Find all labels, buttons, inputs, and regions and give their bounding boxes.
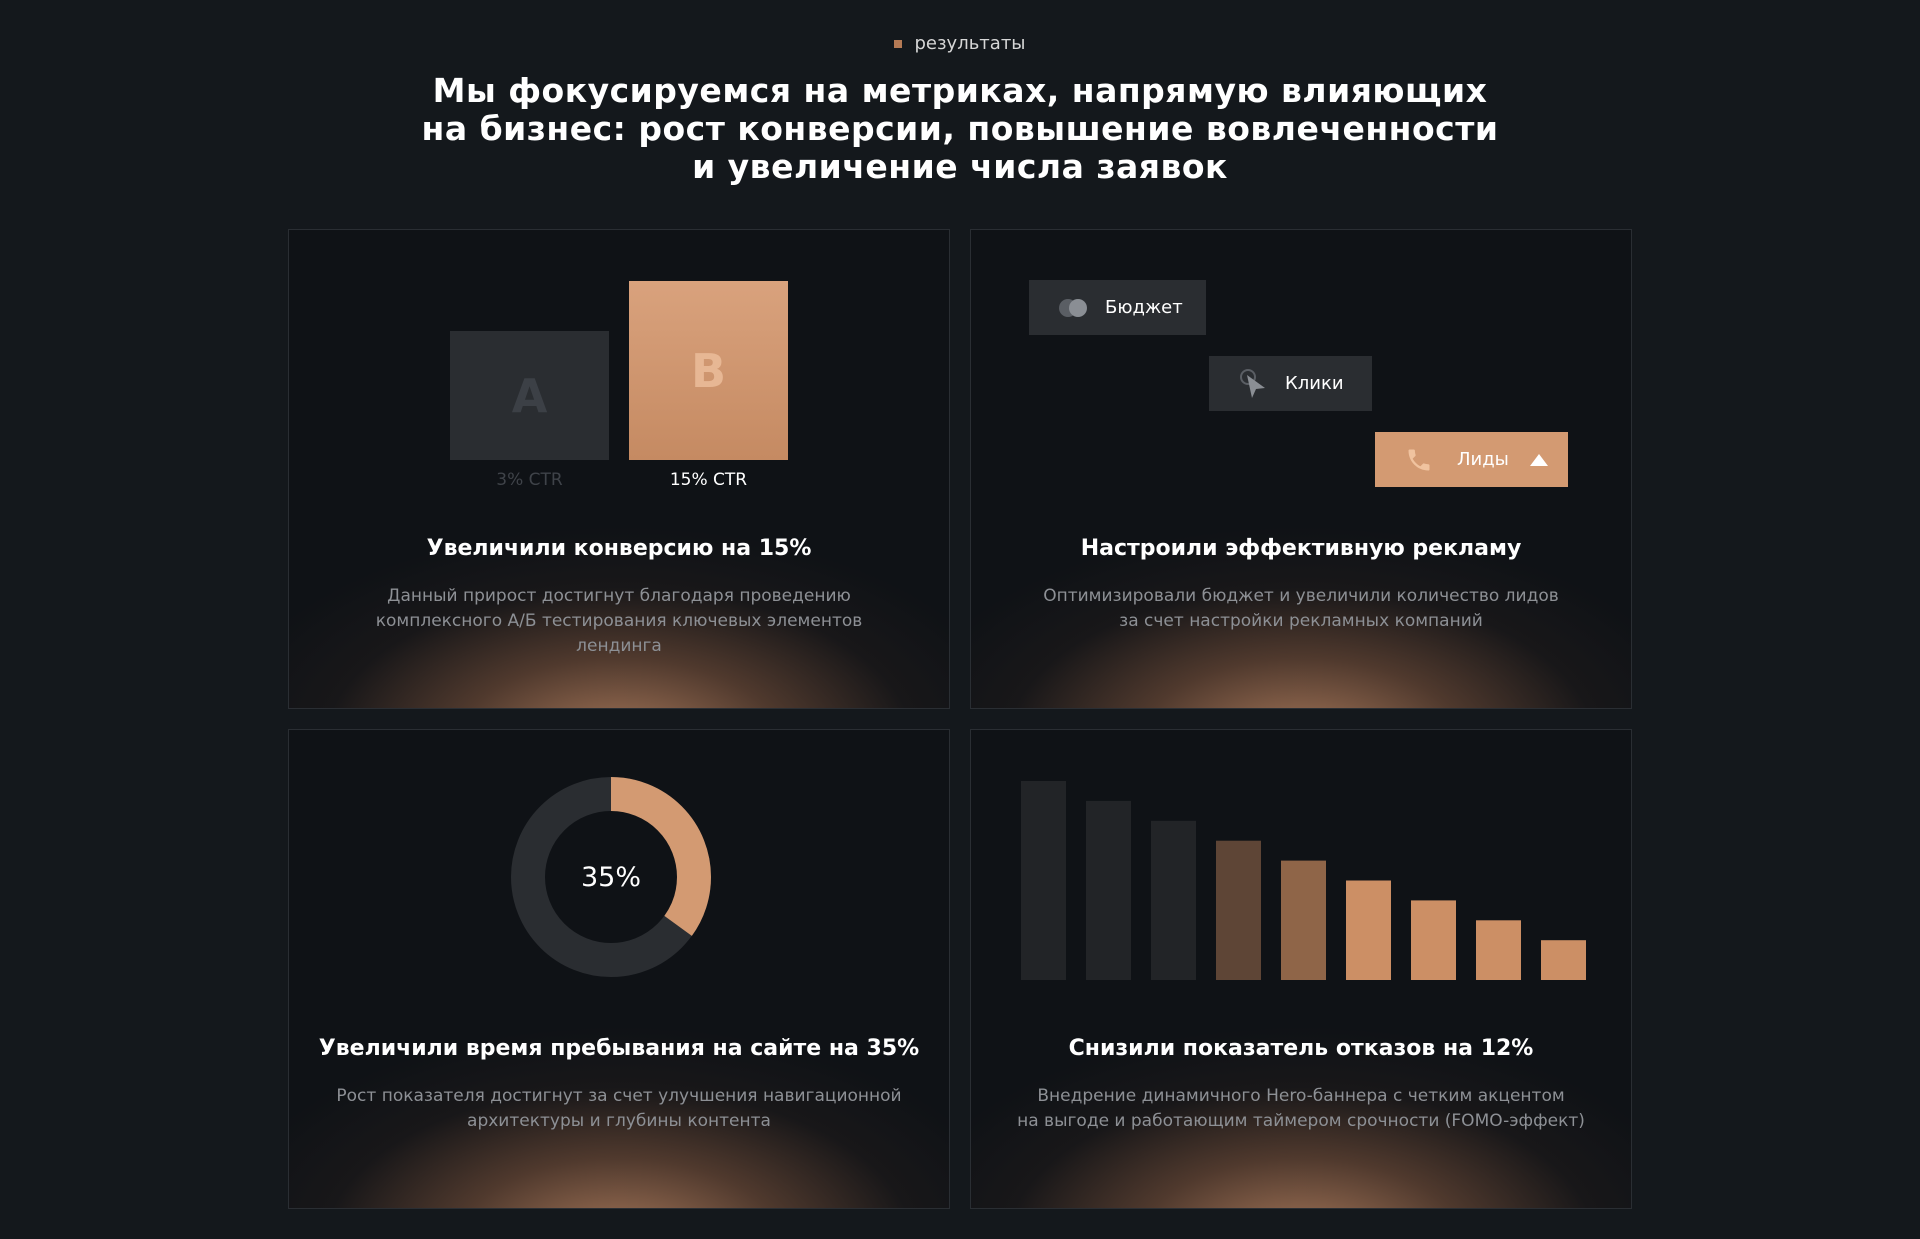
phone-icon <box>1405 446 1433 474</box>
bounce-bar <box>1216 840 1261 980</box>
card-description-line: на выгоде и работающим таймером срочност… <box>1017 1111 1585 1131</box>
result-card-conversion: A B 3% CTR 15% CTR Увеличили конверсию н… <box>288 229 950 709</box>
card-description-line: за счет настройки рекламных компаний <box>1119 611 1483 631</box>
section-headline: Мы фокусируемся на метриках, напрямую вл… <box>300 72 1620 186</box>
section-tag: результаты <box>0 33 1920 54</box>
card-description-line: Оптимизировали бюджет и увеличили количе… <box>1043 586 1559 606</box>
bounce-bar <box>1346 880 1391 980</box>
variant-a-ctr-label: 3% CTR <box>496 470 563 490</box>
result-card-time-on-site: 35% Увеличили время пребывания на сайте … <box>288 729 950 1209</box>
bounce-bar <box>1021 781 1066 980</box>
headline-line: на бизнес: рост конверсии, повышение вов… <box>421 109 1499 148</box>
funnel-step-clicks: Клики <box>1209 356 1372 411</box>
bounce-bar <box>1151 820 1196 980</box>
funnel-step-label: Клики <box>1285 373 1344 394</box>
donut-value-label: 35% <box>580 861 641 893</box>
bounce-bar <box>1281 860 1326 980</box>
card-description-line: Данный прирост достигнут благодаря прове… <box>387 586 851 606</box>
cursor-icon <box>1239 368 1269 400</box>
arrow-up-icon <box>1529 453 1549 467</box>
card-description-line: архитектуры и глубины контента <box>467 1111 771 1131</box>
card-description: Оптимизировали бюджет и увеличили количе… <box>1043 584 1559 634</box>
donut-chart <box>511 777 711 977</box>
bounce-bar <box>1411 900 1456 980</box>
section-tag-label: результаты <box>914 33 1026 54</box>
variant-b-letter: B <box>690 343 727 398</box>
funnel-step-label: Бюджет <box>1105 297 1183 318</box>
card-title: Увеличили конверсию на 15% <box>426 536 812 561</box>
card-title: Снизили показатель отказов на 12% <box>1068 1036 1534 1061</box>
bounce-bar <box>1086 800 1131 980</box>
result-card-bounce-rate: Снизили показатель отказов на 12% Внедре… <box>970 729 1632 1209</box>
tag-marker-icon <box>894 39 903 48</box>
card-title: Настроили эффективную рекламу <box>1080 536 1522 561</box>
card-description-line: Рост показателя достигнут за счет улучше… <box>336 1086 902 1106</box>
variant-a-letter: A <box>511 368 548 423</box>
card-description: Данный прирост достигнут благодаря прове… <box>376 584 863 659</box>
card-description-line: лендинга <box>576 636 662 656</box>
card-description: Внедрение динамичного Hero-баннера с чет… <box>1017 1084 1585 1134</box>
result-card-ads: Бюджет Клики Лиды Настроили эффективную … <box>970 229 1632 709</box>
card-title: Увеличили время пребывания на сайте на 3… <box>318 1036 920 1061</box>
card-description-line: комплексного А/Б тестирования ключевых э… <box>375 611 863 631</box>
bounce-bar <box>1476 920 1521 980</box>
variant-b-block: B <box>629 281 788 460</box>
variant-b-ctr-label: 15% CTR <box>669 470 748 490</box>
card-description: Рост показателя достигнут за счет улучше… <box>336 1084 901 1134</box>
variant-a-block: A <box>450 331 609 460</box>
funnel-step-label: Лиды <box>1457 449 1509 470</box>
funnel-step-leads: Лиды <box>1375 432 1568 487</box>
coins-icon <box>1057 297 1091 319</box>
donut-progress-arc <box>511 777 711 977</box>
bounce-bar <box>1541 940 1586 980</box>
funnel-step-budget: Бюджет <box>1029 280 1206 335</box>
headline-line: Мы фокусируемся на метриках, напрямую вл… <box>432 71 1488 110</box>
card-description-line: Внедрение динамичного Hero-баннера с чет… <box>1037 1086 1565 1106</box>
headline-line: и увеличение числа заявок <box>692 147 1228 186</box>
bounce-bars-chart <box>1021 781 1586 980</box>
